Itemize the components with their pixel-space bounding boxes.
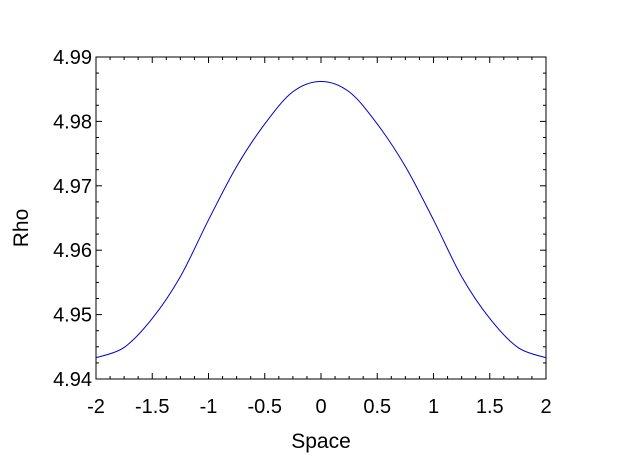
x-axis-title: Space — [291, 430, 351, 453]
x-tick-label: -1 — [200, 396, 218, 418]
series-layer — [95, 80, 547, 359]
y-tick-label: 4.97 — [53, 176, 92, 198]
y-tick-label: 4.98 — [53, 111, 92, 133]
plot-area — [95, 56, 547, 380]
y-tick-label: 4.99 — [53, 47, 92, 69]
x-tick-label: -1.5 — [135, 396, 169, 418]
y-axis-title: Rho — [10, 209, 33, 248]
x-tick-label: 2 — [540, 396, 551, 418]
rho-series-line — [95, 80, 547, 359]
x-tick-label: 0 — [315, 396, 326, 418]
minor-ticks — [96, 57, 546, 379]
x-tick-label: -2 — [87, 396, 105, 418]
y-tick-label: 4.94 — [53, 369, 92, 391]
y-tick-label: 4.95 — [53, 305, 92, 327]
tick-labels: -2 -1.5 -1 -0.5 0 0.5 1 1.5 2 4.94 4.95 4.96 4.97 4.9… — [53, 47, 552, 418]
x-tick-label: 1 — [428, 396, 439, 418]
x-tick-label: 0.5 — [363, 396, 391, 418]
y-tick-label: 4.96 — [53, 240, 92, 262]
x-tick-label: -0.5 — [248, 396, 282, 418]
major-ticks — [95, 56, 547, 380]
x-tick-label: 1.5 — [476, 396, 504, 418]
